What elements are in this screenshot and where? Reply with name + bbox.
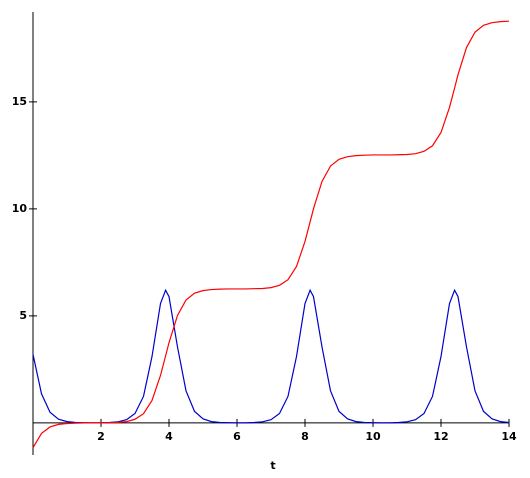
series-line <box>32 288 510 424</box>
x-tick-label: 8 <box>301 430 309 443</box>
series-line <box>32 20 510 449</box>
x-axis-label: t <box>270 459 275 472</box>
x-tick-label: 6 <box>233 430 241 443</box>
x-tick-label: 14 <box>501 430 517 443</box>
y-tick-label: 5 <box>19 309 27 322</box>
y-tick-label: 15 <box>12 95 27 108</box>
x-tick-label: 4 <box>165 430 173 443</box>
x-tick-label: 12 <box>433 430 448 443</box>
y-tick-label: 10 <box>12 202 28 215</box>
x-tick-label: 10 <box>365 430 381 443</box>
x-tick-label: 2 <box>97 430 105 443</box>
